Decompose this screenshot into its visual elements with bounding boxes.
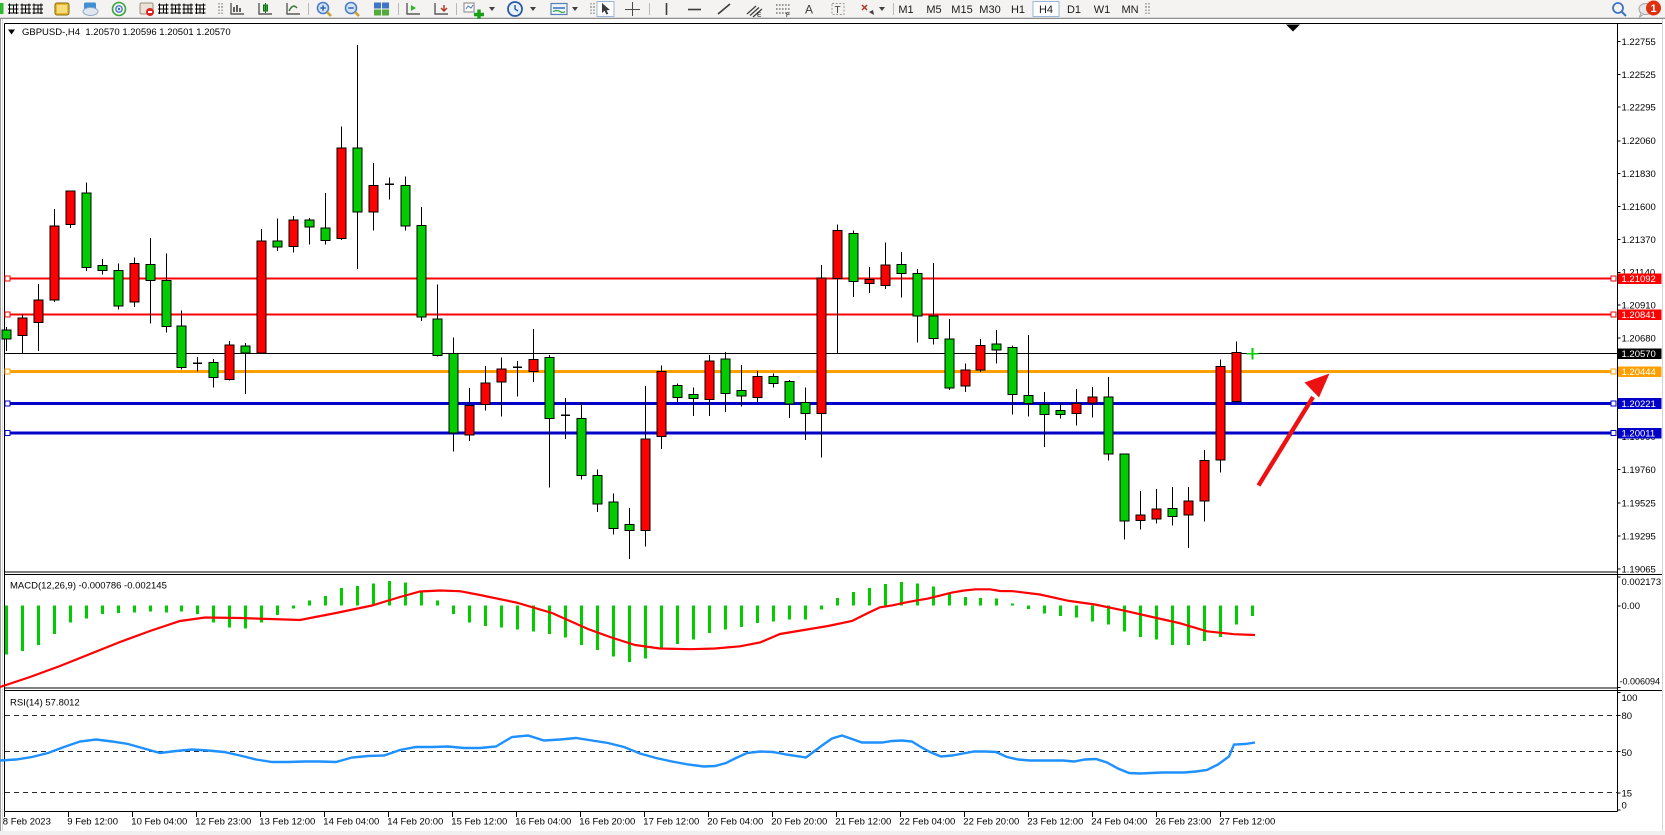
svg-text:A: A [805, 3, 813, 17]
svg-text:15 Feb 12:00: 15 Feb 12:00 [451, 817, 507, 828]
svg-text:1.19295: 1.19295 [1622, 531, 1656, 542]
svg-text:14 Feb 20:00: 14 Feb 20:00 [387, 817, 443, 828]
svg-text:17 Feb 12:00: 17 Feb 12:00 [643, 817, 699, 828]
svg-text:M1: M1 [898, 4, 913, 16]
svg-text:16 Feb 20:00: 16 Feb 20:00 [579, 817, 635, 828]
svg-text:H1: H1 [1011, 4, 1025, 16]
svg-text:24 Feb 04:00: 24 Feb 04:00 [1091, 817, 1147, 828]
svg-text:20 Feb 20:00: 20 Feb 20:00 [771, 817, 827, 828]
svg-text:50: 50 [1622, 748, 1633, 759]
svg-text:1.21830: 1.21830 [1622, 169, 1656, 180]
svg-text:1.19065: 1.19065 [1622, 564, 1656, 575]
svg-text:1: 1 [1650, 3, 1656, 15]
svg-text:E: E [757, 12, 762, 19]
svg-text:20 Feb 04:00: 20 Feb 04:00 [707, 817, 763, 828]
svg-text:F: F [786, 12, 790, 19]
svg-text:1.22060: 1.22060 [1622, 136, 1656, 147]
svg-text:1.20910: 1.20910 [1622, 301, 1656, 312]
svg-text:M30: M30 [979, 4, 1000, 16]
svg-text:0.00: 0.00 [1622, 601, 1641, 612]
svg-text:1.20680: 1.20680 [1622, 333, 1656, 344]
svg-text:14 Feb 04:00: 14 Feb 04:00 [323, 817, 379, 828]
svg-text:8 Feb 2023: 8 Feb 2023 [3, 817, 51, 828]
svg-text:1.19760: 1.19760 [1622, 465, 1656, 476]
svg-text:1.21600: 1.21600 [1622, 202, 1656, 213]
svg-text:1.20221: 1.20221 [1622, 399, 1656, 410]
svg-text:10 Feb 04:00: 10 Feb 04:00 [131, 817, 187, 828]
svg-text:27 Feb 12:00: 27 Feb 12:00 [1219, 817, 1275, 828]
svg-text:16 Feb 04:00: 16 Feb 04:00 [515, 817, 571, 828]
svg-text:MACD(12,26,9) -0.000786 -0.002: MACD(12,26,9) -0.000786 -0.002145 [10, 581, 167, 592]
svg-text:1.19525: 1.19525 [1622, 499, 1656, 510]
svg-text:H4: H4 [1039, 4, 1053, 16]
svg-text:1.20570: 1.20570 [1622, 349, 1656, 360]
svg-text:23 Feb 12:00: 23 Feb 12:00 [1027, 817, 1083, 828]
svg-text:1.20011: 1.20011 [1622, 429, 1656, 440]
svg-text:T: T [835, 5, 841, 16]
svg-text:-0.006094: -0.006094 [1620, 677, 1661, 687]
svg-text:22 Feb 04:00: 22 Feb 04:00 [899, 817, 955, 828]
svg-text:1.21370: 1.21370 [1622, 235, 1656, 246]
svg-text:1.20444: 1.20444 [1622, 367, 1656, 378]
svg-text:21 Feb 12:00: 21 Feb 12:00 [835, 817, 891, 828]
svg-text:80: 80 [1622, 711, 1633, 722]
svg-text:0.002173: 0.002173 [1622, 577, 1662, 588]
svg-text:M15: M15 [951, 4, 972, 16]
svg-text:1.21140: 1.21140 [1622, 268, 1656, 279]
svg-text:1.22755: 1.22755 [1622, 37, 1656, 48]
svg-text:26 Feb 23:00: 26 Feb 23:00 [1155, 817, 1211, 828]
svg-text:0: 0 [1622, 800, 1627, 811]
svg-text:MN: MN [1121, 4, 1138, 16]
svg-text:12 Feb 23:00: 12 Feb 23:00 [195, 817, 251, 828]
svg-text:1.20841: 1.20841 [1622, 310, 1656, 321]
svg-text:D1: D1 [1067, 4, 1081, 16]
svg-text:M5: M5 [926, 4, 941, 16]
svg-text:13 Feb 12:00: 13 Feb 12:00 [259, 817, 315, 828]
svg-text:1.21092: 1.21092 [1622, 274, 1656, 285]
svg-text:1.22525: 1.22525 [1622, 70, 1656, 81]
svg-text:GBPUSD-,H4 1.20570 1.20596 1.: GBPUSD-,H4 1.20570 1.20596 1.20501 1.205… [22, 27, 231, 38]
svg-text:W1: W1 [1094, 4, 1111, 16]
svg-text:100: 100 [1622, 693, 1638, 704]
svg-text:RSI(14) 57.8012: RSI(14) 57.8012 [10, 698, 80, 709]
svg-text:9 Feb 12:00: 9 Feb 12:00 [67, 817, 118, 828]
svg-text:1.22295: 1.22295 [1622, 103, 1656, 114]
svg-text:15: 15 [1622, 788, 1633, 799]
svg-text:22 Feb 20:00: 22 Feb 20:00 [963, 817, 1019, 828]
